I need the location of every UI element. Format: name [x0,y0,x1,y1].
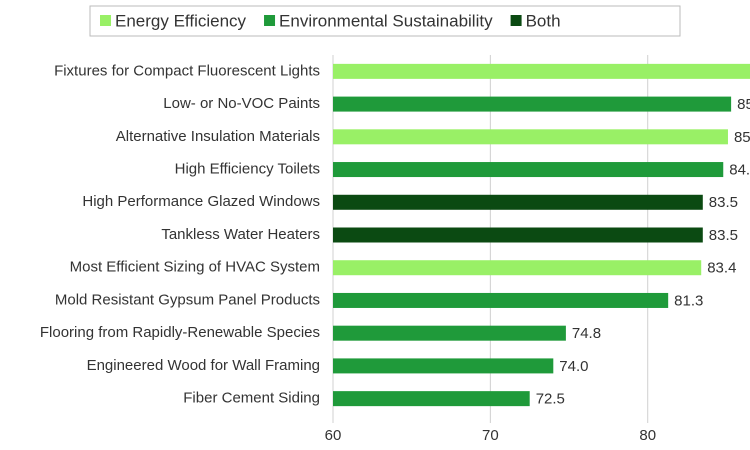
bar [333,292,669,308]
y-tick-label: Mold Resistant Gypsum Panel Products [55,291,320,308]
bar [333,96,732,112]
bar [333,325,566,341]
y-tick-label: Flooring from Rapidly-Renewable Species [40,324,320,341]
value-label: 85.3 [737,96,750,113]
x-tick-label: 80 [639,427,656,444]
value-label: 83.5 [709,194,738,211]
value-label: 72.5 [536,391,565,408]
y-tick-label: Fixtures for Compact Fluorescent Lights [54,62,320,79]
bar [333,260,702,276]
y-tick-label: High Efficiency Toilets [175,161,320,178]
value-label: 74.0 [559,358,588,375]
value-label: 85.1 [734,129,750,146]
legend-swatch [100,15,111,26]
y-tick-label: Most Efficient Sizing of HVAC System [70,259,320,276]
legend-label: Both [526,11,561,30]
value-label: 81.3 [674,292,703,309]
value-label: 83.5 [709,227,738,244]
legend-label: Environmental Sustainability [279,11,493,30]
bar [333,227,703,243]
y-tick-label: Fiber Cement Siding [183,390,320,407]
legend-swatch [510,15,522,26]
bar [333,129,728,145]
y-tick-label: Low- or No-VOC Paints [163,95,320,112]
y-tick-label: Alternative Insulation Materials [116,128,320,145]
bar [333,194,703,210]
legend-box [89,5,681,37]
bar [333,162,724,178]
value-label: 83.4 [707,260,736,277]
y-tick-label: Engineered Wood for Wall Framing [87,357,320,374]
legend-swatch [264,15,276,26]
bars: 87.985.385.184.883.583.583.481.374.874.0… [333,63,750,408]
value-label: 74.8 [572,325,601,342]
bar [333,358,554,374]
x-tick-label: 70 [482,427,499,444]
bar [333,63,750,79]
y-tick-label: Tankless Water Heaters [161,226,320,243]
value-label: 84.8 [729,162,750,179]
legend-label: Energy Efficiency [115,11,247,30]
y-tick-label: High Performance Glazed Windows [82,193,320,210]
x-tick-label: 60 [325,427,342,444]
bar [333,391,530,407]
